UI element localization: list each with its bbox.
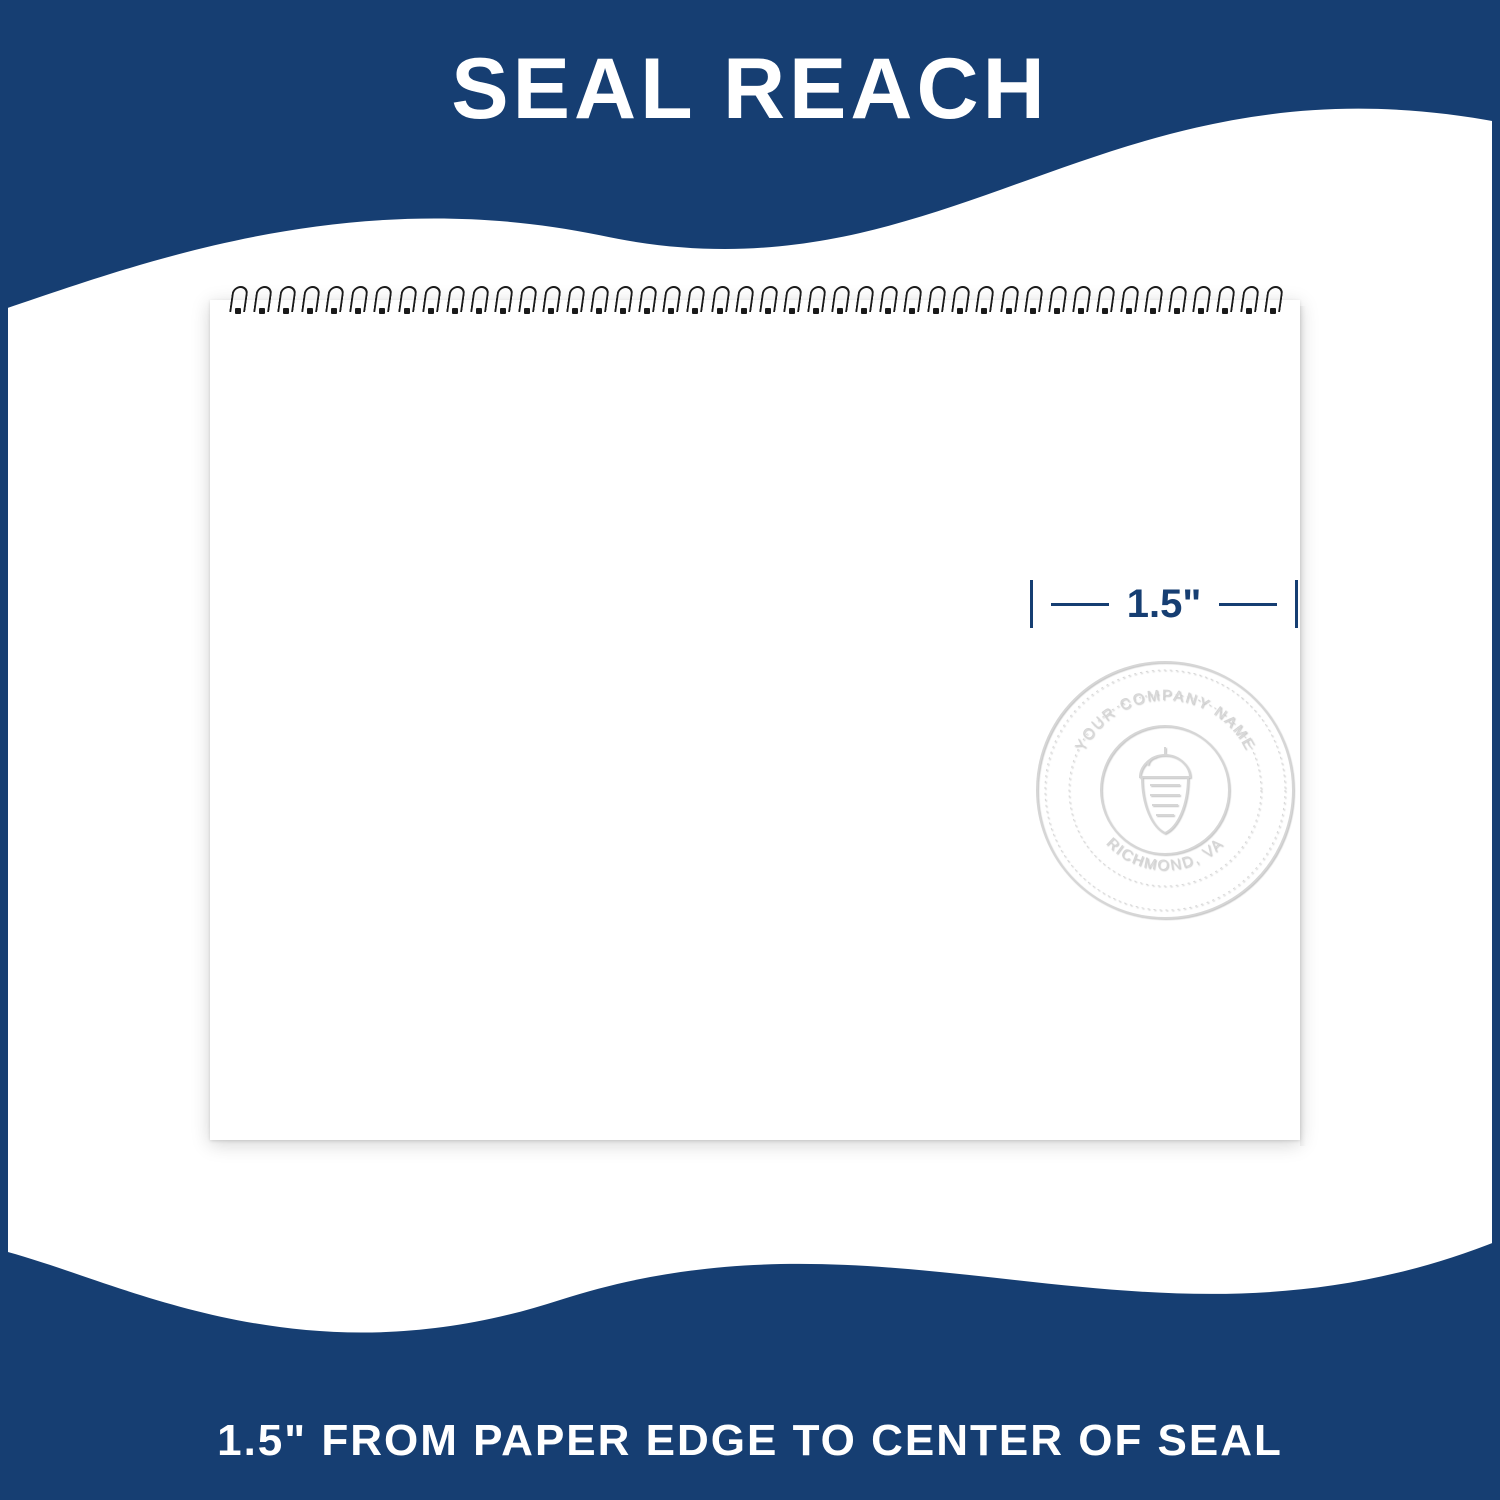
spiral-loop	[326, 282, 340, 318]
spiral-loop	[254, 282, 268, 318]
spiral-loop	[1241, 282, 1255, 318]
spiral-loop	[471, 282, 485, 318]
spiral-loop	[1193, 282, 1207, 318]
top-banner: SEAL REACH	[0, 0, 1500, 320]
spiral-loop	[423, 282, 437, 318]
spiral-loop	[1265, 282, 1279, 318]
notepad: 1.5" YOUR COMPANY NAME	[210, 300, 1300, 1140]
spiral-loop	[663, 282, 677, 318]
spiral-loop	[1145, 282, 1159, 318]
spiral-loop	[712, 282, 726, 318]
spiral-loop	[928, 282, 942, 318]
spiral-loop	[399, 282, 413, 318]
spiral-loop	[976, 282, 990, 318]
spiral-loop	[1097, 282, 1111, 318]
spiral-loop	[1049, 282, 1063, 318]
spiral-loop	[543, 282, 557, 318]
spiral-loop	[952, 282, 966, 318]
spiral-loop	[856, 282, 870, 318]
spiral-loop	[278, 282, 292, 318]
spiral-loop	[904, 282, 918, 318]
spiral-loop	[760, 282, 774, 318]
spiral-loop	[495, 282, 509, 318]
embossed-seal: YOUR COMPANY NAME RICHMOND, VA	[1030, 655, 1300, 925]
bottom-banner: 1.5" FROM PAPER EDGE TO CENTER OF SEAL	[0, 1240, 1500, 1500]
spiral-loop	[567, 282, 581, 318]
spiral-loop	[447, 282, 461, 318]
spiral-loop	[639, 282, 653, 318]
seal-text-group: YOUR COMPANY NAME RICHMOND, VA	[1072, 687, 1258, 874]
measure-label: 1.5"	[1127, 582, 1202, 627]
spiral-binding	[230, 282, 1280, 322]
spiral-loop	[808, 282, 822, 318]
spiral-loop	[302, 282, 316, 318]
spiral-loop	[687, 282, 701, 318]
measure-cap-right	[1295, 580, 1298, 628]
spiral-loop	[1217, 282, 1231, 318]
acorn-icon	[1140, 747, 1190, 833]
reach-measure: 1.5"	[1030, 580, 1298, 628]
spiral-loop	[832, 282, 846, 318]
seal-top-text: YOUR COMPANY NAME	[1072, 687, 1258, 754]
spiral-loop	[350, 282, 364, 318]
spiral-loop	[230, 282, 244, 318]
spiral-loop	[591, 282, 605, 318]
measure-bar-right	[1219, 603, 1277, 606]
measure-cap-left	[1030, 580, 1033, 628]
page-title: SEAL REACH	[0, 40, 1500, 139]
spiral-loop	[736, 282, 750, 318]
caption-text: 1.5" FROM PAPER EDGE TO CENTER OF SEAL	[0, 1416, 1500, 1466]
spiral-loop	[784, 282, 798, 318]
spiral-loop	[615, 282, 629, 318]
measure-bar-left	[1051, 603, 1109, 606]
spiral-loop	[1001, 282, 1015, 318]
spiral-loop	[374, 282, 388, 318]
spiral-loop	[1073, 282, 1087, 318]
spiral-loop	[1169, 282, 1183, 318]
spiral-loop	[1025, 282, 1039, 318]
spiral-loop	[1121, 282, 1135, 318]
spiral-loop	[880, 282, 894, 318]
spiral-loop	[519, 282, 533, 318]
